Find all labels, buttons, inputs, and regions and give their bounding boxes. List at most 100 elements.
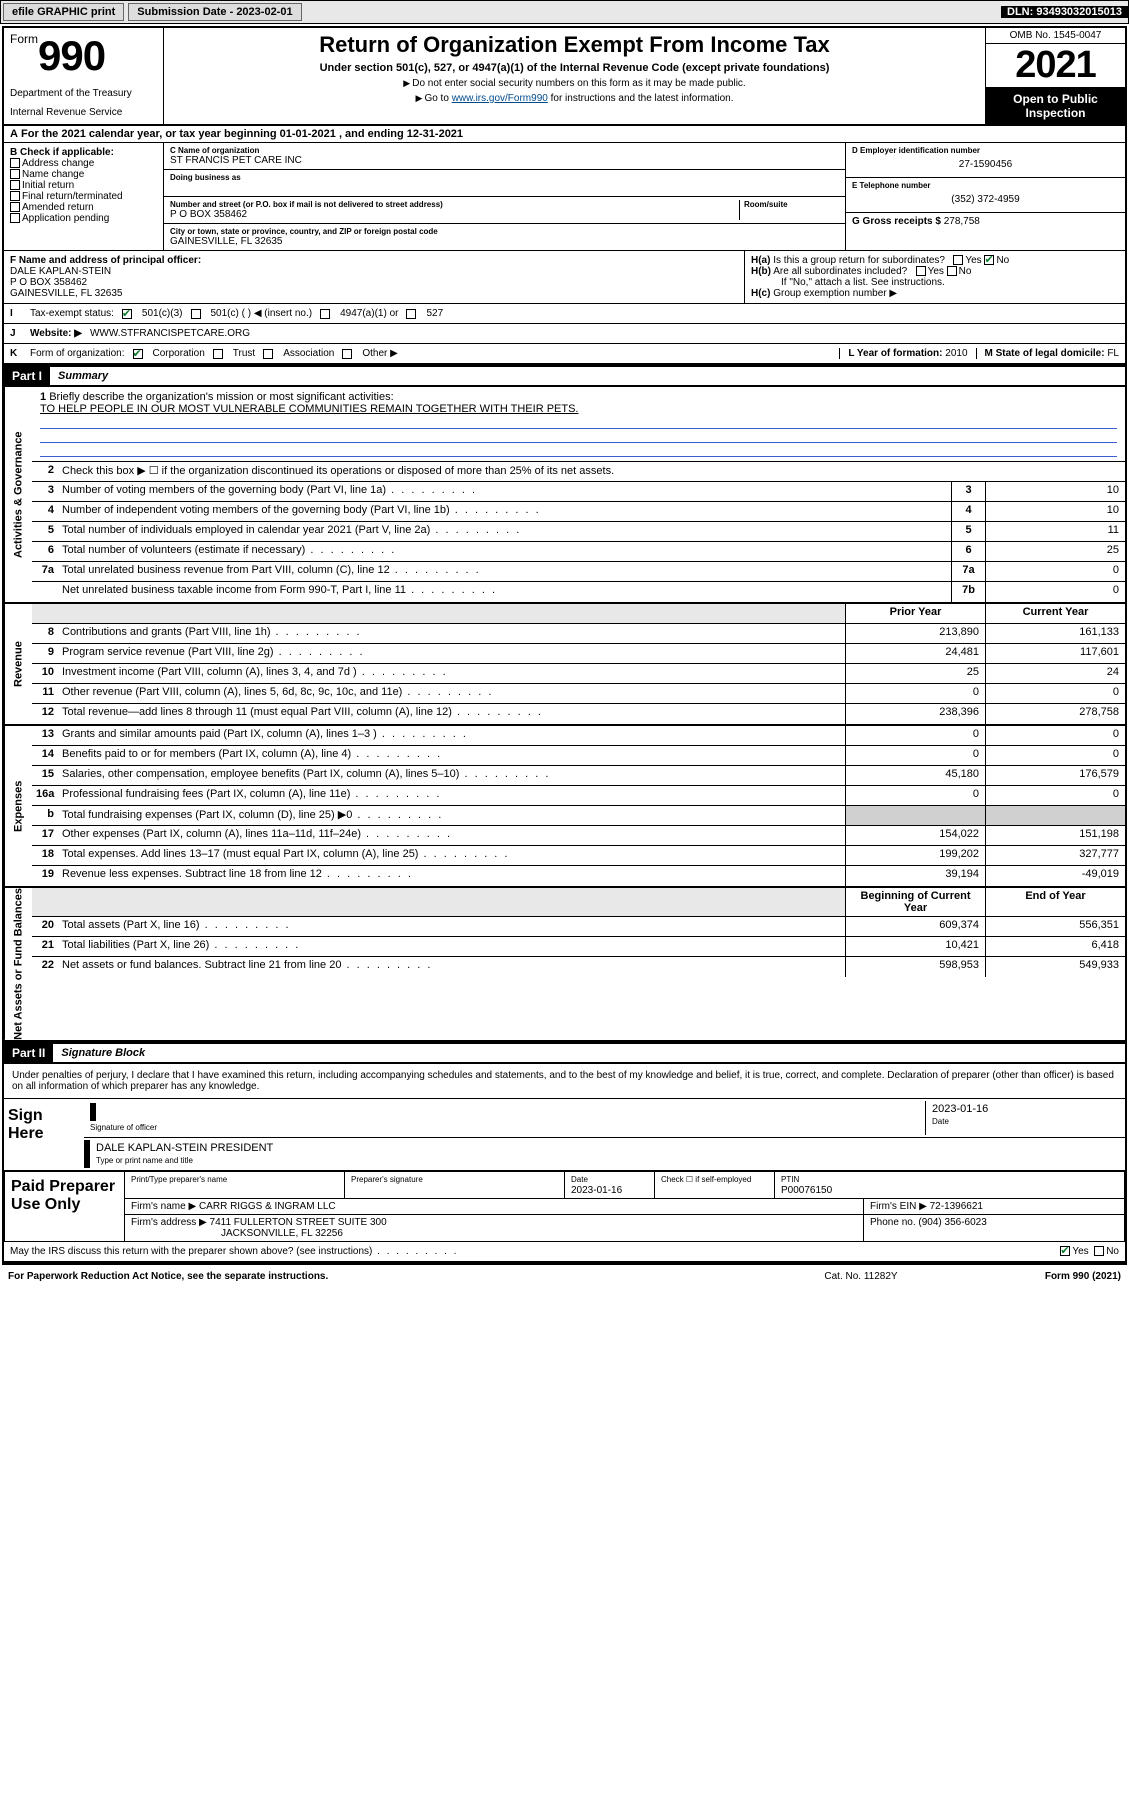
sig-officer-label: Signature of officer xyxy=(90,1123,157,1132)
year-formation-label: L Year of formation: xyxy=(848,348,942,359)
part2-header: Part II xyxy=(4,1044,53,1062)
officer-name: DALE KAPLAN-STEIN xyxy=(10,266,111,277)
efile-print-button[interactable]: efile GRAPHIC print xyxy=(3,3,124,21)
527-checkbox[interactable] xyxy=(406,309,416,319)
part1-header: Part I xyxy=(4,367,50,385)
4947-label: 4947(a)(1) or xyxy=(340,308,398,319)
org-city: GAINESVILLE, FL 32635 xyxy=(170,236,839,247)
ha-yes-checkbox[interactable] xyxy=(953,255,963,265)
form-prefix: Form xyxy=(10,32,38,46)
officer-label: F Name and address of principal officer: xyxy=(10,255,201,266)
ha-no-checkbox[interactable] xyxy=(984,255,994,265)
prep-date-value: 2023-01-16 xyxy=(571,1185,622,1196)
type-name-label: Type or print name and title xyxy=(96,1156,193,1165)
gross-receipts-value: 278,758 xyxy=(944,216,980,227)
assoc-checkbox[interactable] xyxy=(263,349,273,359)
initial-return-label: Initial return xyxy=(22,180,74,191)
goto-pre: Go to xyxy=(424,93,451,104)
beg-year-hdr: Beginning of Current Year xyxy=(845,888,985,916)
section-a-taxyear: A For the 2021 calendar year, or tax yea… xyxy=(4,126,1125,143)
irs-label: Internal Revenue Service xyxy=(10,107,157,118)
current-year-hdr: Current Year xyxy=(985,604,1125,623)
firm-name-label: Firm's name ▶ xyxy=(131,1201,196,1212)
hb-no-checkbox[interactable] xyxy=(947,266,957,276)
application-pending-label: Application pending xyxy=(22,213,109,224)
org-name: ST FRANCIS PET CARE INC xyxy=(170,155,839,166)
name-change-label: Name change xyxy=(22,169,84,180)
ptin-value: P00076150 xyxy=(781,1185,832,1196)
corp-checkbox[interactable] xyxy=(133,349,143,359)
org-name-label: C Name of organization xyxy=(170,146,839,155)
website-label: Website: ▶ xyxy=(30,328,82,339)
officer-addr: P O BOX 358462 xyxy=(10,277,87,288)
submission-date-button[interactable]: Submission Date - 2023-02-01 xyxy=(128,3,301,21)
hb-yes-checkbox[interactable] xyxy=(916,266,926,276)
addr-label: Number and street (or P.O. box if mail i… xyxy=(170,200,739,209)
firm-city-value: JACKSONVILLE, FL 32256 xyxy=(131,1228,343,1239)
q1-label: Briefly describe the organization's miss… xyxy=(49,391,393,403)
cat-number: Cat. No. 11282Y xyxy=(761,1271,961,1282)
q2-label: Check this box ▶ ☐ if the organization d… xyxy=(58,462,1125,481)
vtab-governance: Activities & Governance xyxy=(4,387,32,602)
gross-receipts-label: G Gross receipts $ xyxy=(852,216,941,227)
instructions-link[interactable]: www.irs.gov/Form990 xyxy=(452,93,548,104)
prep-date-label: Date xyxy=(571,1175,588,1184)
part2-title: Signature Block xyxy=(53,1045,153,1061)
firm-ein-label: Firm's EIN ▶ xyxy=(870,1201,927,1212)
self-employed-label: Check ☐ if self-employed xyxy=(661,1175,751,1184)
discuss-yes-checkbox[interactable] xyxy=(1060,1246,1070,1256)
form-footer: Form 990 (2021) xyxy=(961,1271,1121,1282)
tax-status-label: Tax-exempt status: xyxy=(30,308,114,319)
ha-label: Is this a group return for subordinates? xyxy=(773,255,945,266)
501c3-label: 501(c)(3) xyxy=(142,308,183,319)
final-return-checkbox[interactable] xyxy=(10,191,20,201)
ptin-label: PTIN xyxy=(781,1175,799,1184)
hb-label: Are all subordinates included? xyxy=(773,266,907,277)
trust-label: Trust xyxy=(233,348,255,359)
domicile-value: FL xyxy=(1107,348,1119,359)
name-change-checkbox[interactable] xyxy=(10,169,20,179)
trust-checkbox[interactable] xyxy=(213,349,223,359)
phone-label: E Telephone number xyxy=(852,181,1119,190)
vtab-revenue: Revenue xyxy=(4,604,32,724)
paid-preparer-label: Paid Preparer Use Only xyxy=(5,1172,125,1241)
vtab-expenses: Expenses xyxy=(4,726,32,886)
527-label: 527 xyxy=(426,308,443,319)
year-formation-value: 2010 xyxy=(945,348,967,359)
omb-number: OMB No. 1545-0047 xyxy=(986,28,1125,44)
ein-label: D Employer identification number xyxy=(852,146,1119,155)
open-public-badge: Open to Public Inspection xyxy=(986,88,1125,124)
501c3-checkbox[interactable] xyxy=(122,309,132,319)
firm-phone-label: Phone no. xyxy=(870,1217,916,1228)
4947-checkbox[interactable] xyxy=(320,309,330,319)
hb-note: If "No," attach a list. See instructions… xyxy=(751,277,1119,288)
other-checkbox[interactable] xyxy=(342,349,352,359)
sig-date-value: 2023-01-16 xyxy=(932,1103,1119,1115)
amended-return-label: Amended return xyxy=(22,202,94,213)
application-pending-checkbox[interactable] xyxy=(10,213,20,223)
tax-year: 2021 xyxy=(986,44,1125,88)
form-id-block: Form990 Department of the Treasury Inter… xyxy=(4,28,164,124)
officer-city: GAINESVILLE, FL 32635 xyxy=(10,288,122,299)
firm-addr-label: Firm's address ▶ xyxy=(131,1217,207,1228)
corp-label: Corporation xyxy=(153,348,205,359)
sign-here-label: Sign Here xyxy=(4,1099,84,1170)
final-return-label: Final return/terminated xyxy=(22,191,123,202)
address-change-checkbox[interactable] xyxy=(10,158,20,168)
vtab-netassets: Net Assets or Fund Balances xyxy=(4,888,32,1040)
ein-value: 27-1590456 xyxy=(852,155,1119,174)
assoc-label: Association xyxy=(283,348,334,359)
amended-return-checkbox[interactable] xyxy=(10,202,20,212)
prior-year-hdr: Prior Year xyxy=(845,604,985,623)
form-org-label: Form of organization: xyxy=(30,348,125,359)
discuss-no-checkbox[interactable] xyxy=(1094,1246,1104,1256)
501c-checkbox[interactable] xyxy=(191,309,201,319)
firm-addr-value: 7411 FULLERTON STREET SUITE 300 xyxy=(210,1217,387,1228)
mission-text: TO HELP PEOPLE IN OUR MOST VULNERABLE CO… xyxy=(40,403,578,415)
website-value: WWW.STFRANCISPETCARE.ORG xyxy=(90,328,250,339)
initial-return-checkbox[interactable] xyxy=(10,180,20,190)
form-title: Return of Organization Exempt From Incom… xyxy=(172,32,977,58)
firm-phone-value: (904) 356-6023 xyxy=(918,1217,986,1228)
org-address: P O BOX 358462 xyxy=(170,209,739,220)
501c-label: 501(c) ( ) ◀ (insert no.) xyxy=(211,308,313,319)
